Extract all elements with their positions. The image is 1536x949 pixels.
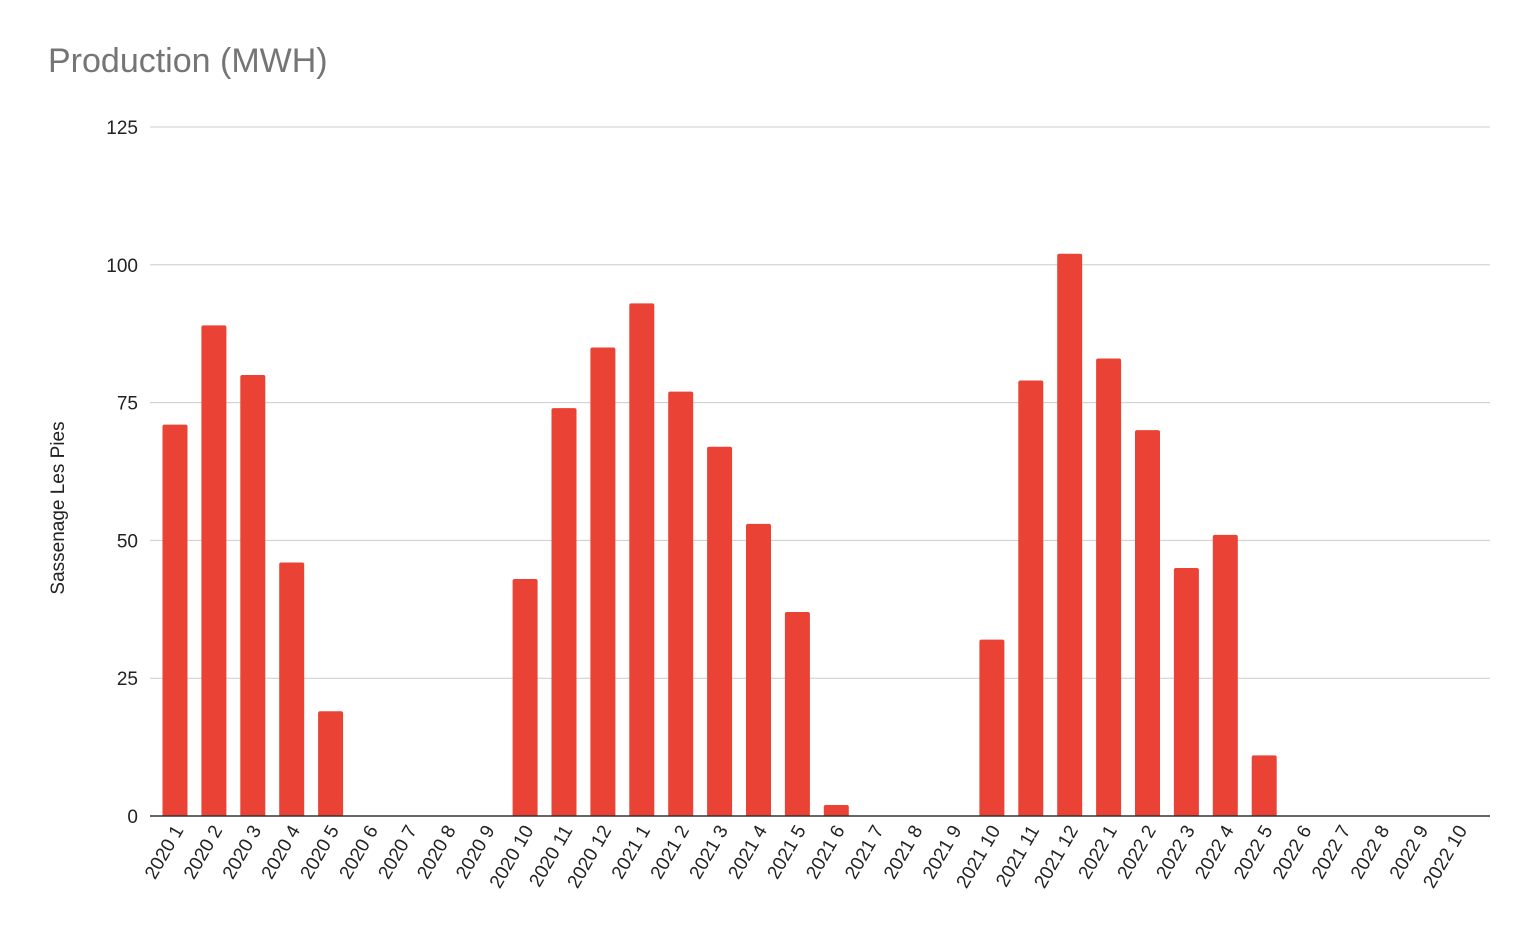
bar-2022-3 (1173, 567, 1199, 816)
bar-2022-4 (1212, 534, 1238, 816)
y-tick-label: 100 (106, 256, 138, 277)
bar-2021-5 (784, 612, 810, 816)
bar-2020-12 (590, 347, 616, 816)
y-tick-label: 75 (117, 394, 138, 415)
bars (162, 253, 1277, 816)
bar-2020-4 (279, 562, 305, 816)
bar-2022-2 (1135, 430, 1160, 816)
bar-2022-5 (1251, 755, 1277, 816)
bar-2021-11 (1018, 380, 1044, 816)
chart-title: Production (MWH) (48, 42, 328, 80)
bar-2021-1 (629, 303, 655, 816)
y-tick-label: 125 (106, 118, 138, 139)
bar-2020-5 (318, 711, 344, 816)
bar-2021-4 (746, 523, 771, 816)
bar-2020-1 (162, 424, 188, 816)
y-axis-ticks: 0 25 50 75 100 125 (106, 118, 138, 828)
y-tick-label: 50 (117, 531, 138, 552)
bar-2021-12 (1057, 253, 1083, 816)
bar-2020-3 (240, 375, 266, 816)
y-tick-label: 0 (127, 807, 138, 828)
bar-2021-3 (707, 446, 733, 816)
bar-2020-2 (201, 325, 227, 816)
bar-2020-10 (512, 578, 538, 816)
y-axis-label: Sassenage Les Pies (48, 421, 69, 594)
bar-2020-11 (551, 408, 577, 816)
bar-2021-10 (979, 639, 1005, 816)
gridlines (150, 126, 1490, 679)
y-tick-label: 25 (117, 669, 138, 690)
bar-2022-1 (1096, 358, 1122, 816)
bar-2021-2 (668, 391, 694, 816)
bar-2021-6 (823, 804, 849, 816)
